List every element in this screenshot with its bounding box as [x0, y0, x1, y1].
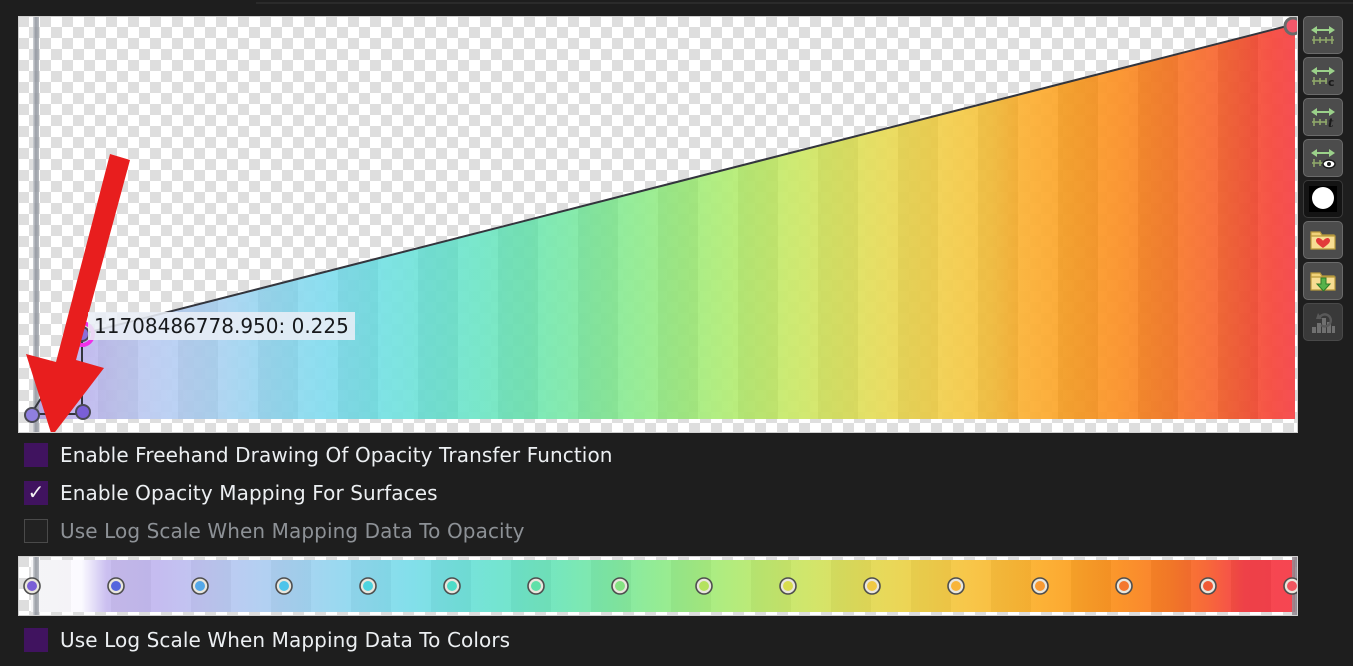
color-control-points-layer[interactable] [18, 556, 1298, 616]
checkbox-enable-opacity-mapping-for-surfaces[interactable]: ✓ [24, 481, 48, 505]
edit-color-legend-button [1303, 303, 1343, 341]
color-control-point[interactable] [23, 577, 41, 595]
color-control-point[interactable] [359, 577, 377, 595]
opacity-transfer-function-canvas[interactable]: 11708486778.950: 0.225 [18, 16, 1298, 433]
color-control-point[interactable] [779, 577, 797, 595]
opacity-point-value-tooltip: 11708486778.950: 0.225 [88, 312, 355, 340]
label-use-log-scale-opacity: Use Log Scale When Mapping Data To Opaci… [60, 519, 525, 543]
invert-transfer-function-button[interactable] [1303, 180, 1343, 218]
color-control-point[interactable] [527, 577, 545, 595]
folder-heart-icon [1310, 231, 1336, 250]
colormap-toolbar: c t [1303, 16, 1343, 341]
checkbox-enable-freehand-drawing[interactable] [24, 443, 48, 467]
color-control-point[interactable] [947, 577, 965, 595]
rescale-to-visible-range-button[interactable] [1303, 139, 1343, 177]
color-control-point[interactable] [1283, 577, 1298, 595]
color-transfer-function-bar[interactable] [18, 556, 1298, 616]
option-use-log-scale-opacity: Use Log Scale When Mapping Data To Opaci… [24, 519, 525, 543]
save-to-preset-button[interactable] [1303, 262, 1343, 300]
opacity-control-point-start[interactable] [24, 407, 40, 423]
rescale-to-custom-range-button[interactable]: c [1303, 57, 1343, 95]
checkbox-use-log-scale-opacity [24, 519, 48, 543]
folder-save-icon [1310, 272, 1336, 292]
color-control-point[interactable] [1199, 577, 1217, 595]
label-enable-freehand-drawing: Enable Freehand Drawing Of Opacity Trans… [60, 443, 613, 467]
label-use-log-scale-colors: Use Log Scale When Mapping Data To Color… [60, 628, 511, 652]
option-use-log-scale-colors[interactable]: Use Log Scale When Mapping Data To Color… [24, 628, 510, 652]
color-control-point[interactable] [107, 577, 125, 595]
option-enable-freehand-drawing[interactable]: Enable Freehand Drawing Of Opacity Trans… [24, 443, 613, 467]
color-control-point[interactable] [443, 577, 461, 595]
rescale-to-data-range-button[interactable] [1303, 16, 1343, 54]
top-divider [0, 0, 1353, 16]
choose-preset-button[interactable] [1303, 221, 1343, 259]
color-control-point[interactable] [863, 577, 881, 595]
color-control-point[interactable] [695, 577, 713, 595]
invert-circle-icon [1309, 186, 1337, 212]
arrows-range-c-icon: c [1311, 67, 1335, 89]
top-divider-ridge [256, 2, 1353, 4]
opacity-control-point-second[interactable] [75, 404, 91, 420]
svg-text:t: t [1328, 116, 1334, 130]
histogram-refresh-icon [1312, 313, 1335, 333]
arrows-range-eye-icon [1311, 149, 1336, 169]
arrows-range-t-icon: t [1311, 108, 1335, 130]
color-control-point[interactable] [275, 577, 293, 595]
color-bar-gradient [31, 560, 1295, 612]
arrows-range-icon [1311, 26, 1335, 44]
checkbox-use-log-scale-colors[interactable] [24, 628, 48, 652]
label-enable-opacity-mapping-for-surfaces: Enable Opacity Mapping For Surfaces [60, 481, 438, 505]
opacity-control-point-end[interactable] [1283, 16, 1298, 36]
opacity-curve-line [30, 23, 1296, 415]
rescale-to-data-range-over-time-button[interactable]: t [1303, 98, 1343, 136]
color-control-point[interactable] [1031, 577, 1049, 595]
opacity-curve-svg [24, 16, 1298, 423]
svg-text:c: c [1328, 76, 1335, 89]
color-control-point[interactable] [1115, 577, 1133, 595]
option-enable-opacity-mapping-for-surfaces[interactable]: ✓ Enable Opacity Mapping For Surfaces [24, 481, 438, 505]
color-control-point[interactable] [611, 577, 629, 595]
color-control-point[interactable] [191, 577, 209, 595]
check-icon: ✓ [27, 480, 45, 504]
